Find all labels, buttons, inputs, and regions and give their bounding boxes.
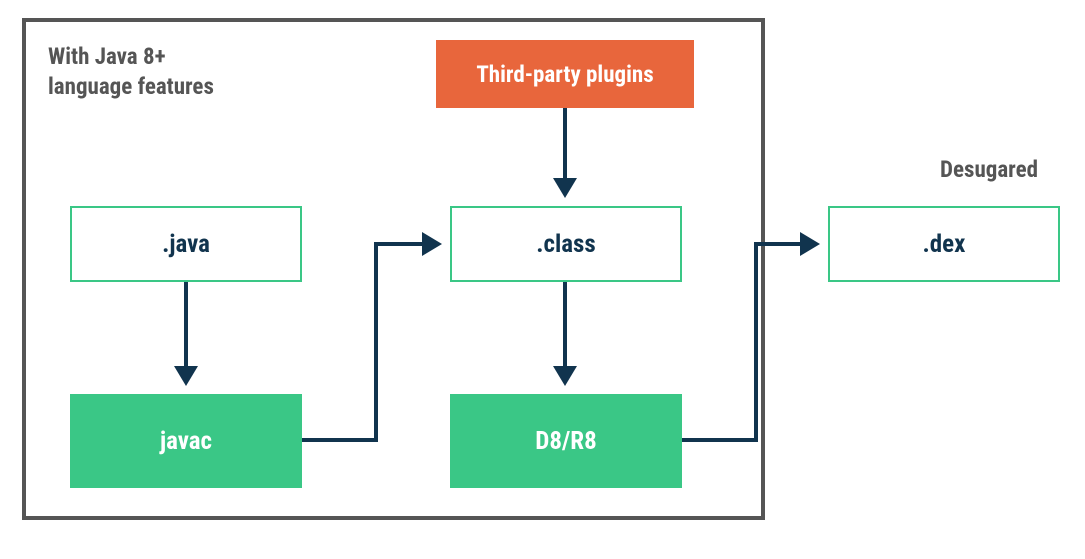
node-plugins: Third-party plugins [436,40,694,108]
node-d8r8-text: D8/R8 [535,427,597,456]
node-d8r8: D8/R8 [450,394,682,488]
node-java-text: .java [162,230,210,259]
desugared-label: Desugared [940,156,1038,183]
node-dex: .dex [828,206,1060,282]
container-label-line1: With Java 8+ [48,42,214,72]
node-java: .java [70,206,302,282]
node-class-text: .class [536,230,596,259]
node-javac-text: javac [160,427,212,456]
node-class: .class [450,206,682,282]
node-dex-text: .dex [923,230,966,259]
node-javac: javac [70,394,302,488]
node-plugins-text: Third-party plugins [476,61,653,88]
container-label-line2: language features [48,72,214,102]
container-label: With Java 8+ language features [48,42,214,102]
